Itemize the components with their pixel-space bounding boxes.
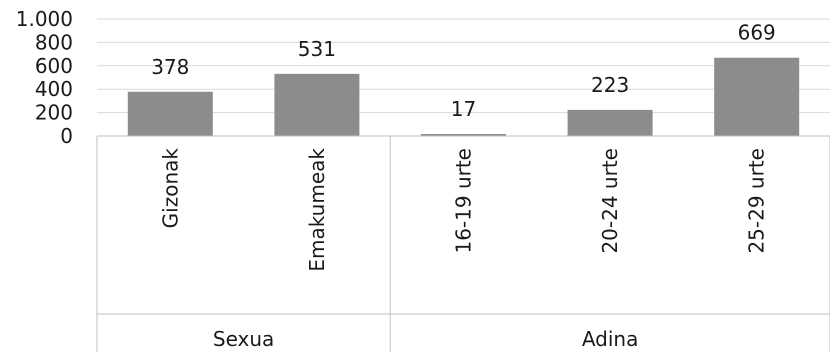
data-label: 223 — [591, 73, 629, 97]
category-axis: Gizonak Emakumeak 16-19 urte 20-24 urte 25-2… — [96, 135, 830, 352]
y-tick-label: 600 — [35, 54, 73, 78]
group-label: Adina — [582, 327, 639, 351]
category-label: 20-24 urte — [598, 148, 622, 254]
bar-gizonak — [127, 91, 213, 136]
bar-16-19-urte — [421, 134, 506, 136]
data-labels: 378 531 17 223 669 — [151, 21, 776, 121]
data-label: 378 — [151, 55, 189, 79]
category-label: Gizonak — [158, 148, 182, 229]
gridlines — [97, 18, 830, 114]
y-tick-label: 800 — [35, 30, 73, 54]
y-tick-label: 0 — [60, 124, 73, 148]
bar-25-29-urte — [714, 57, 800, 136]
y-tick-label: 400 — [35, 77, 73, 101]
y-tick-label: 200 — [35, 101, 73, 125]
category-label: 25-29 urte — [745, 148, 769, 254]
category-label: Emakumeak — [305, 148, 329, 272]
bar-emakumeak — [274, 73, 360, 136]
data-label: 669 — [738, 21, 776, 45]
bars — [127, 57, 800, 136]
data-label: 17 — [451, 97, 476, 121]
y-tick-label: 1.000 — [16, 7, 73, 31]
category-label: 16-19 urte — [452, 148, 476, 254]
group-label: Sexua — [213, 327, 274, 351]
data-label: 531 — [298, 37, 336, 61]
bar-20-24-urte — [567, 109, 653, 136]
